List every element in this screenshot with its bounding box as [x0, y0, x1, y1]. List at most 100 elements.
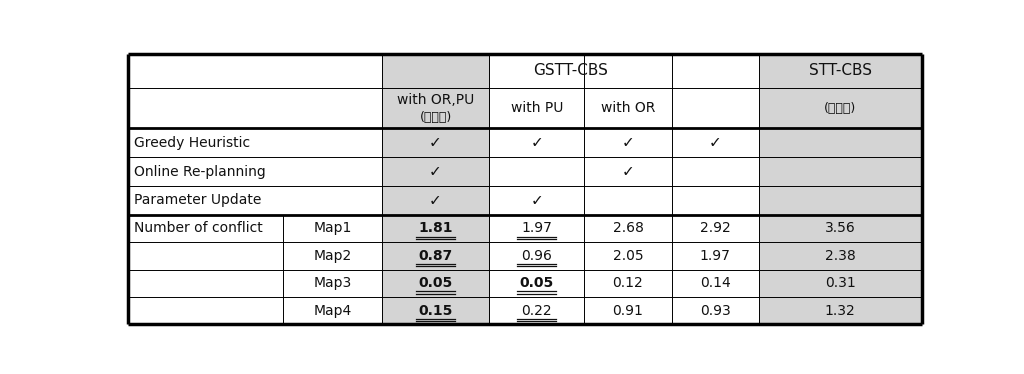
Bar	[382, 297, 489, 324]
Bar	[759, 128, 922, 157]
Text: Greedy Heuristic: Greedy Heuristic	[134, 136, 251, 150]
Bar	[489, 186, 585, 215]
Bar	[759, 186, 922, 215]
Bar	[672, 270, 759, 297]
Bar	[382, 186, 489, 215]
Text: 1.97: 1.97	[699, 249, 731, 263]
Text: GSTT-CBS: GSTT-CBS	[534, 63, 608, 78]
Bar	[672, 88, 759, 128]
Bar	[585, 297, 672, 324]
Bar	[489, 297, 585, 324]
Bar	[759, 270, 922, 297]
Text: Map3: Map3	[313, 276, 351, 290]
Bar	[283, 53, 382, 88]
Text: 1.97: 1.97	[521, 221, 552, 236]
Text: ✓: ✓	[429, 193, 442, 208]
Bar	[489, 53, 585, 88]
Bar	[585, 186, 672, 215]
Bar	[672, 53, 759, 88]
Bar	[382, 88, 489, 128]
Bar	[585, 128, 672, 157]
Bar	[382, 270, 489, 297]
Text: 0.87: 0.87	[419, 249, 453, 263]
Bar	[585, 215, 672, 242]
Text: 0.91: 0.91	[612, 304, 643, 318]
Text: ✓: ✓	[530, 193, 543, 208]
Text: Parameter Update: Parameter Update	[134, 193, 262, 208]
Bar	[585, 242, 672, 270]
Bar	[759, 157, 922, 186]
Bar	[283, 242, 382, 270]
Bar	[382, 128, 489, 157]
Text: 2.05: 2.05	[612, 249, 643, 263]
Text: with OR,PU: with OR,PU	[397, 93, 474, 107]
Bar	[128, 215, 283, 242]
Text: 0.31: 0.31	[825, 276, 856, 290]
Bar	[283, 88, 382, 128]
Text: Map4: Map4	[313, 304, 351, 318]
Bar	[585, 157, 672, 186]
Bar	[382, 53, 489, 88]
Text: 2.38: 2.38	[825, 249, 856, 263]
Bar	[585, 88, 672, 128]
Bar	[759, 242, 922, 270]
Text: 0.96: 0.96	[521, 249, 552, 263]
Text: 0.05: 0.05	[419, 276, 453, 290]
Bar	[759, 297, 922, 324]
Text: 2.92: 2.92	[699, 221, 731, 236]
Bar	[759, 53, 922, 88]
Text: Map2: Map2	[313, 249, 351, 263]
Bar	[672, 215, 759, 242]
Bar	[489, 270, 585, 297]
Bar	[283, 270, 382, 297]
Bar	[759, 88, 922, 128]
Bar	[489, 157, 585, 186]
Bar	[585, 53, 672, 88]
Bar	[283, 215, 382, 242]
Bar	[128, 157, 283, 186]
Text: with PU: with PU	[511, 101, 563, 115]
Text: 1.32: 1.32	[825, 304, 856, 318]
Bar	[759, 215, 922, 242]
Text: 0.05: 0.05	[519, 276, 554, 290]
Bar	[128, 186, 283, 215]
Text: 1.81: 1.81	[418, 221, 453, 236]
Text: ✓: ✓	[709, 135, 722, 150]
Text: with OR: with OR	[601, 101, 655, 115]
Text: 0.15: 0.15	[419, 304, 453, 318]
Bar	[489, 242, 585, 270]
Text: (提案法): (提案法)	[420, 111, 452, 123]
Bar	[489, 128, 585, 157]
Bar	[585, 270, 672, 297]
Bar	[672, 242, 759, 270]
Text: Number of conflict: Number of conflict	[134, 221, 263, 236]
Text: ✓: ✓	[622, 164, 634, 179]
Text: Online Re-planning: Online Re-planning	[134, 165, 266, 179]
Bar	[283, 297, 382, 324]
Bar	[382, 215, 489, 242]
Text: ✓: ✓	[530, 135, 543, 150]
Bar	[128, 242, 283, 270]
Text: 0.12: 0.12	[612, 276, 643, 290]
Text: ✓: ✓	[429, 135, 442, 150]
Text: ✓: ✓	[429, 164, 442, 179]
Bar	[128, 128, 283, 157]
Text: 0.22: 0.22	[521, 304, 552, 318]
Text: 0.14: 0.14	[699, 276, 731, 290]
Text: 0.93: 0.93	[699, 304, 731, 318]
Text: 3.56: 3.56	[825, 221, 856, 236]
Bar	[489, 215, 585, 242]
Bar	[128, 88, 283, 128]
Bar	[283, 186, 382, 215]
Bar	[128, 53, 283, 88]
Text: ✓: ✓	[622, 135, 634, 150]
Bar	[489, 88, 585, 128]
Bar	[672, 157, 759, 186]
Bar	[672, 186, 759, 215]
Text: (従来法): (従来法)	[824, 102, 856, 115]
Bar	[672, 297, 759, 324]
Bar	[382, 157, 489, 186]
Text: STT-CBS: STT-CBS	[809, 63, 871, 78]
Bar	[672, 128, 759, 157]
Bar	[128, 270, 283, 297]
